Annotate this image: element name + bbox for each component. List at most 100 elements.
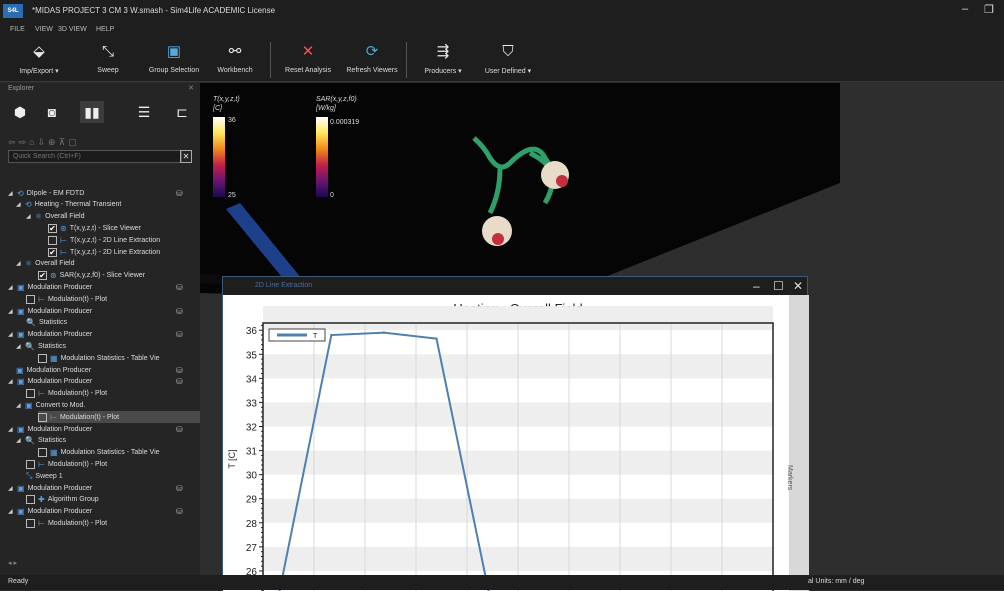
model-tab-icon[interactable]: ⬢ [13,104,27,120]
visibility-checkbox[interactable] [48,235,57,245]
tree-item-heating[interactable]: ◢ ⟲ Heating - Thermal Transient [16,199,200,211]
workbench-button[interactable]: ⚯ Workbench [212,38,258,82]
expand-arrow-icon[interactable]: ◢ [16,343,21,350]
restore-button[interactable]: ❐ [984,4,994,16]
search-input[interactable] [8,150,182,163]
expand-arrow-icon[interactable]: ◢ [8,332,13,339]
expand-arrow-icon[interactable]: ◢ [8,379,13,386]
tree-item-statistics[interactable]: ◢ 🔍 Statistics [16,435,200,447]
tree-item-line-extraction[interactable]: ✔ ⊢ T(x,y,z,t) - 2D Line Extraction [48,246,200,258]
expand-arrow-icon[interactable]: ◢ [16,261,21,268]
visibility-checkbox[interactable] [26,459,35,469]
tree-item-modulation-producer[interactable]: ◢ ▣ Modulation Producer ⛁ [8,423,200,435]
tree-item-line-extraction[interactable]: ⊢ T(x,y,z,t) - 2D Line Extraction [48,234,200,246]
tree-item-modulation-producer[interactable]: ◢ ▣ Modulation Producer ⛁ [8,506,200,518]
pipeline-icon[interactable]: ⊏ [176,104,188,120]
tree-item-modulation-plot[interactable]: ⊢ Modulation(t) - Plot [26,293,200,305]
expand-arrow-icon[interactable]: ◢ [16,438,21,445]
settings-icon[interactable]: ☰ [137,104,151,120]
producers-button[interactable]: ⇶ Producers ▾ [424,43,462,75]
menu-3d-view[interactable]: 3D VIEW [58,26,87,33]
nav-toolbar-icons[interactable]: ⇦⇨⌂⇩⊕⊼▢ [8,137,80,147]
tree-node-icon: 🔍 [25,341,35,351]
expand-arrow-icon[interactable]: ◢ [8,485,13,492]
tree-item-label: SAR(x,y,z,f0) - Slice Viewer [59,272,146,280]
visibility-checkbox[interactable] [26,389,35,399]
refresh-viewers-button[interactable]: ⟳ Refresh Viewers [344,38,400,82]
tree-item-slice-viewer[interactable]: ✔ ⊛ T(x,y,z,t) - Slice Viewer [48,222,200,234]
workbench-icon: ⚯ [228,43,242,60]
tree-item-overall-field[interactable]: ◢ ⚛ Overall Field [16,258,200,270]
data-point[interactable] [330,333,333,337]
horizontal-scrollbar[interactable]: ◂ ▸ [8,560,17,567]
tree-item-modulation-plot[interactable]: ⊢ Modulation(t) - Plot [38,411,200,424]
series-line-T[interactable] [278,331,752,591]
expand-arrow-icon[interactable]: ◢ [8,308,13,315]
markers-panel[interactable]: Markers [786,295,809,591]
visibility-checkbox[interactable] [38,412,47,422]
close-icon[interactable]: ✕ [188,85,194,92]
visibility-checkbox[interactable] [26,294,35,304]
sweep-button[interactable]: ⤡ Sweep [88,38,128,82]
tree-item-modulation-producer[interactable]: ◢ ▣ Modulation Producer ⛁ [8,376,200,388]
expand-arrow-icon[interactable]: ◢ [8,509,13,516]
tree-item-statistics[interactable]: ◢ 🔍 Statistics [16,340,200,352]
tree-item-modulation-producer[interactable]: ◢ ▣ Modulation Producer ⛁ [8,482,200,494]
visibility-checkbox[interactable] [38,353,47,363]
data-point[interactable] [382,331,386,334]
maximize-button[interactable]: ☐ [773,279,784,293]
tree-item-statistics-table[interactable]: ▦ Modulation Statistics - Table Vie [38,352,200,364]
menu-file[interactable]: FILE [10,26,25,33]
menu-bar: FILE VIEW 3D VIEW HELP [0,22,1004,38]
analysis-tab-icon[interactable]: ▮▮ [80,101,104,123]
visibility-checkbox[interactable]: ✔ [48,223,57,233]
tree-item-modulation-producer[interactable]: ◢ ▣ Modulation Producer ⛁ [8,305,200,317]
tree-item-statistics-table[interactable]: ▦ Modulation Statistics - Table Vie [38,447,200,459]
imp-export-button[interactable]: ⬙ Imp/Export ▾ [19,43,59,75]
tree-item-overall-field[interactable]: ◢ ⚛ Overall Field [26,211,200,223]
clear-search-icon[interactable]: ✕ [180,150,192,163]
expand-arrow-icon[interactable]: ◢ [8,426,13,433]
reset-analysis-button[interactable]: ✕ Reset Analysis [282,38,334,82]
visibility-checkbox[interactable] [26,518,35,528]
expand-arrow-icon[interactable]: ◢ [8,284,13,291]
tree-item-modulation-plot[interactable]: ⊢ Modulation(t) - Plot [26,517,200,529]
legend-label: T [313,333,318,340]
menu-help[interactable]: HELP [96,26,115,33]
tree-item-label: T(x,y,z,t) - Slice Viewer [69,224,142,232]
expand-arrow-icon[interactable]: ◢ [16,402,21,409]
tree-item-dipole[interactable]: ◢ ⟲ DIpole - EM FDTD ⛁ [8,187,200,199]
status-text: Ready [8,578,29,585]
simulation-tab-icon[interactable]: ◙ [47,104,57,120]
user-defined-button[interactable]: ⛉ User Defined ▾ [484,43,532,75]
expand-arrow-icon[interactable]: ◢ [26,214,31,221]
app-logo: S4L [3,4,23,18]
visibility-checkbox[interactable] [26,495,35,505]
visibility-checkbox[interactable]: ✔ [48,247,57,257]
close-button[interactable]: ✕ [793,279,804,293]
tree-item-modulation-producer[interactable]: ▣ Modulation Producer ⛁ [16,364,200,376]
tree-item-sweep[interactable]: ⤡ Sweep 1 [26,470,200,482]
tree-item-statistics[interactable]: 🔍 Statistics [26,317,200,329]
tree-item-modulation-producer[interactable]: ◢ ▣ Modulation Producer ⛁ [8,281,200,293]
tree-item-slice-viewer[interactable]: ✔ ⊛ SAR(x,y,z,f0) - Slice Viewer [38,270,200,282]
tree-item-modulation-producer[interactable]: ◢ ▣ Modulation Producer ⛁ [8,329,200,341]
menu-view[interactable]: VIEW [35,26,53,33]
expand-arrow-icon[interactable]: ◢ [16,202,21,209]
data-point[interactable] [435,337,438,340]
import-export-icon: ⬙ [33,43,45,60]
group-selection-button[interactable]: ▣ Group Selection [146,38,202,82]
minimize-button[interactable]: – [962,3,969,15]
line-extraction-window[interactable]: 2D Line Extraction – ☐ ✕ Heating - Overa… [222,276,809,591]
visibility-checkbox[interactable]: ✔ [38,271,47,281]
tree-item-modulation-plot[interactable]: ⊢ Modulation(t) - Plot [26,458,200,470]
database-icon: ⛁ [176,377,183,387]
tree-item-modulation-plot[interactable]: ⊢ Modulation(t) - Plot [26,388,200,400]
plot-window-titlebar[interactable]: 2D Line Extraction – ☐ ✕ [223,277,807,295]
line-chart[interactable]: Heating - Overall Field25262728293031323… [223,295,789,591]
expand-arrow-icon[interactable]: ◢ [8,190,13,197]
visibility-checkbox[interactable] [38,448,47,458]
minimize-button[interactable]: – [753,279,760,293]
tree-item-algorithm-group[interactable]: ✚ Algorithm Group [26,494,200,506]
tree-item-convert-to-mod[interactable]: ◢ ▣ Convert to Mod. [16,399,200,411]
